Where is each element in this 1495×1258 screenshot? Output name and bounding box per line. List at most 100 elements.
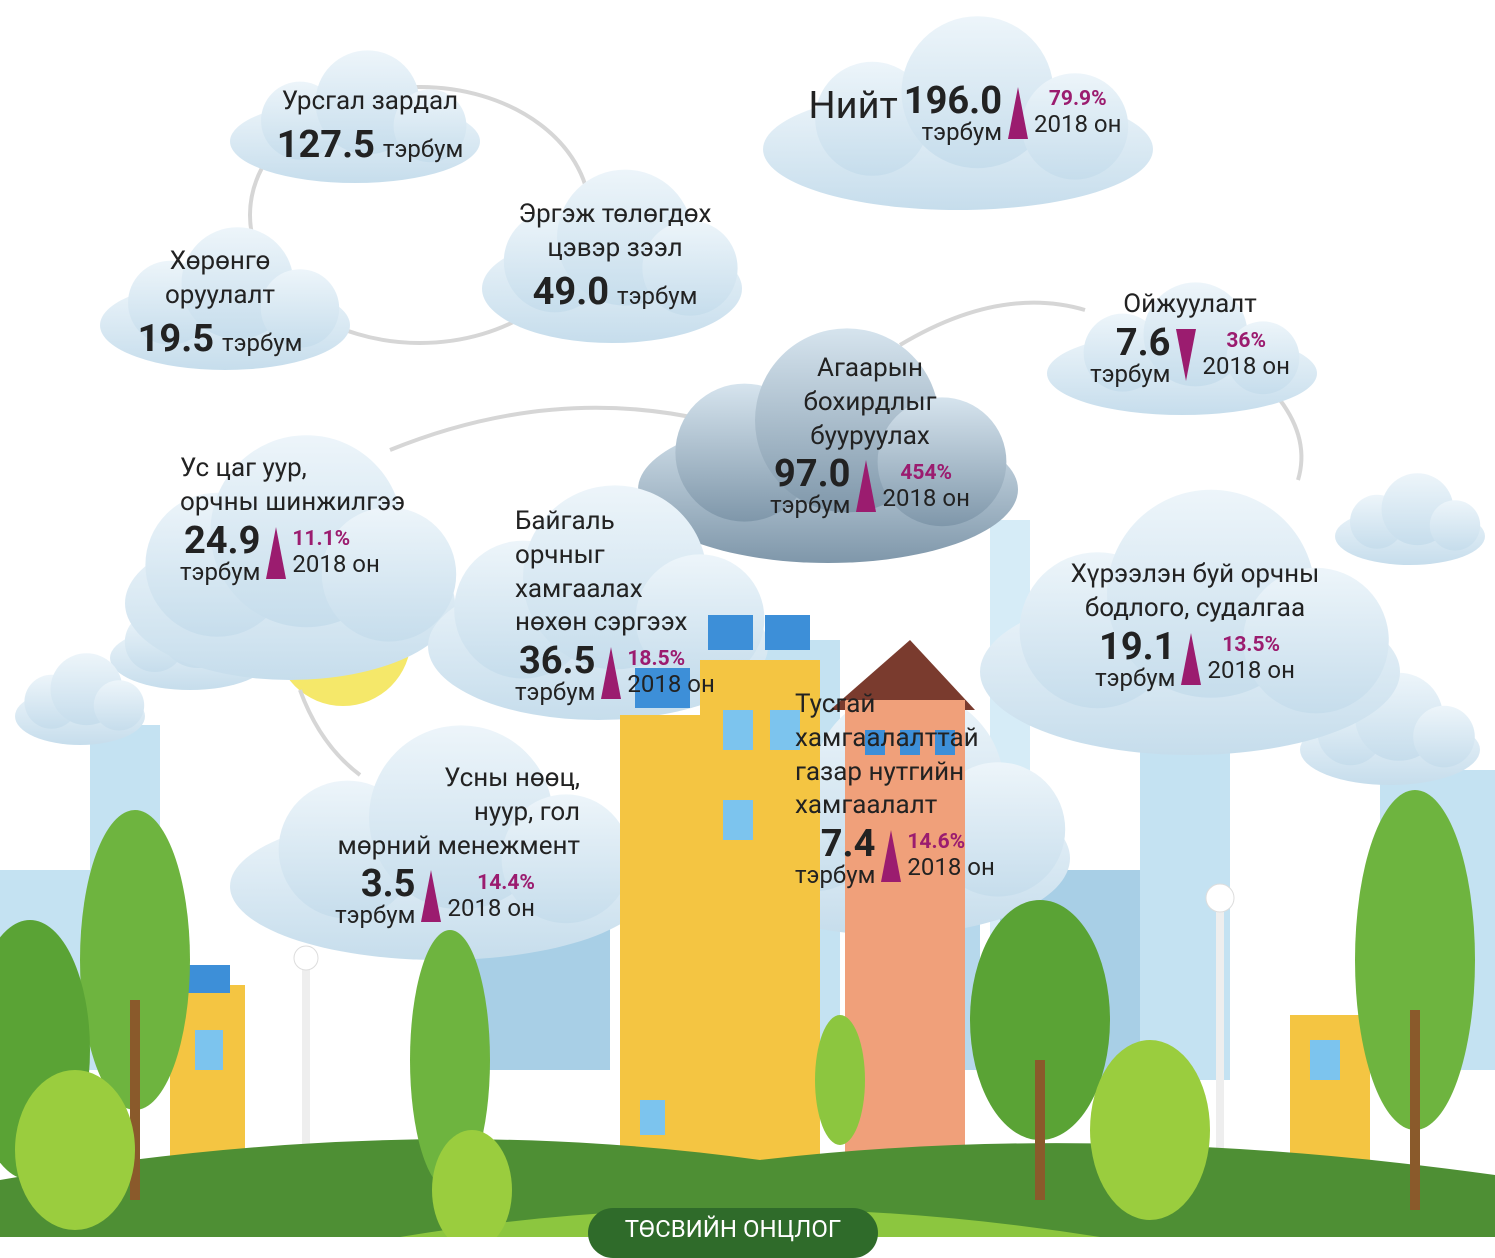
trend-arrow: [1176, 329, 1196, 381]
unit: тэрбум: [222, 328, 302, 359]
change: 11.1%: [292, 527, 379, 551]
cloud-part: [94, 680, 144, 730]
value-row: 19.5 тэрбум: [120, 315, 320, 364]
change-col: 14.4%2018 он: [447, 871, 534, 923]
trend-arrow: [881, 830, 901, 882]
value: 196.0: [904, 82, 1002, 120]
footer: ТӨСВИЙН ОНЦЛОГ: [588, 1208, 878, 1258]
trend-arrow-shape: [881, 830, 901, 882]
unit: тэрбум: [180, 560, 260, 584]
label-line: Эргэж төлөгдөх: [490, 198, 740, 232]
label-line: бодлого, судалгаа: [1055, 592, 1335, 626]
label-line: Байгаль: [515, 505, 755, 539]
info-block: Хүрээлэн буй орчныбодлого, судалгаа19.1т…: [1055, 558, 1335, 690]
year: 2018 он: [1034, 111, 1121, 139]
change-col: 11.1%2018 он: [292, 527, 379, 579]
change-col: 79.9%2018 он: [1034, 87, 1121, 139]
change-col: 36%2018 он: [1202, 329, 1289, 381]
trend-arrow-shape: [1176, 329, 1196, 381]
value-line: 19.5 тэрбум: [138, 315, 303, 364]
value: 19.1: [1099, 628, 1175, 666]
unit: тэрбум: [383, 134, 463, 165]
unit: тэрбум: [795, 863, 875, 887]
label-line: газар нутгийн: [795, 756, 1035, 790]
trend-arrow: [266, 527, 286, 579]
label-line: Хүрээлэн буй орчны: [1055, 558, 1335, 592]
change: 14.6%: [907, 830, 994, 854]
value: 3.5: [361, 865, 416, 903]
change: 454%: [882, 461, 969, 485]
change-col: 14.6%2018 он: [907, 830, 994, 882]
unit: тэрбум: [335, 903, 415, 927]
change: 14.4%: [447, 871, 534, 895]
label-line: мөрний менежмент: [290, 830, 580, 864]
info-block: Агаарынбохирдлыгбууруулах97.0тэрбум454%2…: [740, 352, 1000, 517]
trend-arrow: [601, 647, 621, 699]
year: 2018 он: [1202, 353, 1289, 381]
trend-arrow-shape: [601, 647, 621, 699]
cloud-part: [1430, 500, 1480, 550]
value: 24.9: [184, 522, 260, 560]
unit: тэрбум: [1090, 362, 1170, 386]
label-line: Урсгал зардал: [245, 85, 495, 119]
trend-arrow-shape: [1181, 633, 1201, 685]
trend-arrow: [856, 460, 876, 512]
change-col: 454%2018 он: [882, 461, 969, 513]
value: 7.6: [1116, 324, 1171, 362]
change: 36%: [1202, 329, 1289, 353]
info-block: Байгальорчныгхамгаалахнөхөн сэргээх36.5т…: [515, 505, 755, 704]
label-line: бууруулах: [740, 420, 1000, 454]
value: 36.5: [519, 642, 595, 680]
unit: тэрбум: [515, 680, 595, 704]
label-line: Тусгай: [795, 688, 1035, 722]
year: 2018 он: [447, 895, 534, 923]
trend-arrow: [1181, 633, 1201, 685]
page: Нийт196.0тэрбум79.9%2018 онУрсгал зардал…: [0, 0, 1495, 1237]
value: 49.0: [533, 268, 609, 317]
value: 19.5: [138, 315, 214, 364]
label-line: Усны нөөц,: [290, 762, 580, 796]
unit: тэрбум: [770, 493, 850, 517]
value-row: 127.5тэрбум: [245, 121, 495, 170]
trend-arrow: [421, 870, 441, 922]
value: 97.0: [774, 455, 850, 493]
label-line: цэвэр зээл: [490, 232, 740, 266]
value-col: 3.5тэрбум: [335, 865, 415, 927]
change-col: 13.5%2018 он: [1207, 633, 1294, 685]
value-row: 36.5тэрбум 18.5%2018 он: [515, 642, 755, 704]
cloud-part: [1413, 706, 1475, 768]
trend-arrow: [1008, 87, 1028, 139]
change-col: 18.5%2018 он: [627, 647, 714, 699]
change: 13.5%: [1207, 633, 1294, 657]
year: 2018 он: [882, 485, 969, 513]
label-line: Ус цаг уур,: [180, 452, 480, 486]
year: 2018 он: [907, 854, 994, 882]
label-line: оруулалт: [120, 279, 320, 313]
label-line: Ойжуулалт: [1060, 288, 1320, 322]
info-block: Усны нөөц,нуур, голмөрний менежмент3.5тэ…: [290, 762, 580, 927]
value-col: 196.0тэрбум: [904, 82, 1002, 144]
unit: тэрбум: [1095, 666, 1175, 690]
cloud: [1335, 473, 1485, 565]
label-line: хамгаалалт: [795, 789, 1035, 823]
value: 7.4: [821, 825, 876, 863]
unit: тэрбум: [922, 120, 1002, 144]
label-line: Агаарын: [740, 352, 1000, 386]
